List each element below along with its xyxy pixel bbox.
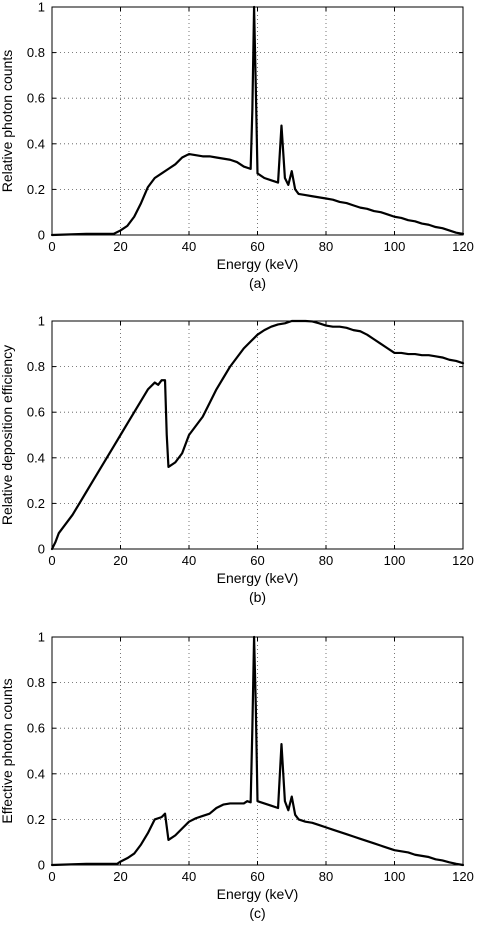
x-axis-label: Energy (keV) [217,570,299,586]
y-tick-label: 0.8 [27,675,45,690]
y-tick-label: 0.2 [27,496,45,511]
x-tick-label: 0 [48,239,55,254]
x-axis-label: Energy (keV) [217,886,299,902]
x-tick-label: 80 [319,869,333,884]
y-axis-label: Effective photon counts [0,678,15,823]
y-tick-label: 0.6 [27,721,45,736]
x-tick-label: 120 [452,239,474,254]
x-tick-label: 40 [182,239,196,254]
y-tick-label: 0.2 [27,812,45,827]
y-tick-label: 0.4 [27,136,45,151]
x-tick-label: 40 [182,869,196,884]
chart-panel-1: 0 20 40 60 80 100 120 0 0.2 0.4 0.6 0.8 1 Energy (keV… [0,314,474,606]
chart-panel-2: 0 20 40 60 80 100 120 0 0.2 0.4 0.6 0.8 1 Energy (keV… [0,630,474,922]
x-tick-label: 40 [182,553,196,568]
series-line-0 [50,319,465,551]
y-tick-label: 0.8 [27,359,45,374]
x-tick-label: 80 [319,553,333,568]
x-axis-label: Energy (keV) [217,256,299,272]
x-tick-label: 20 [113,553,127,568]
series-line-0 [50,635,465,867]
y-tick-label: 1 [38,0,45,15]
axes-frame [51,320,464,550]
y-tick-label: 0.6 [27,91,45,106]
x-tick-label: 100 [384,553,406,568]
y-tick-label: 1 [38,630,45,645]
y-tick-label: 0 [38,542,45,557]
y-axis-label: Relative photon counts [0,50,15,192]
x-tick-label: 20 [113,239,127,254]
x-tick-label: 0 [48,869,55,884]
panel-label: (a) [249,275,266,291]
x-tick-label: 60 [250,869,264,884]
x-tick-label: 120 [452,869,474,884]
y-tick-label: 0 [38,228,45,243]
x-tick-label: 100 [384,239,406,254]
x-tick-label: 100 [384,869,406,884]
y-axis-label: Relative deposition efficiency [0,345,15,525]
panel-label: (c) [249,905,265,921]
y-tick-label: 1 [38,314,45,329]
y-tick-label: 0.8 [27,45,45,60]
x-tick-label: 60 [250,553,264,568]
x-tick-label: 60 [250,239,264,254]
y-tick-label: 0.6 [27,405,45,420]
x-tick-label: 120 [452,553,474,568]
y-tick-label: 0 [38,858,45,873]
y-tick-label: 0.4 [27,766,45,781]
y-tick-label: 0.2 [27,182,45,197]
x-tick-label: 20 [113,869,127,884]
panel-label: (b) [249,589,266,605]
series-line-0 [50,5,465,237]
x-tick-label: 80 [319,239,333,254]
x-tick-label: 0 [48,553,55,568]
y-tick-label: 0.4 [27,450,45,465]
chart-panel-0: 0 20 40 60 80 100 120 0 0.2 0.4 0.6 0.8 1 Energy (keV… [0,0,474,291]
